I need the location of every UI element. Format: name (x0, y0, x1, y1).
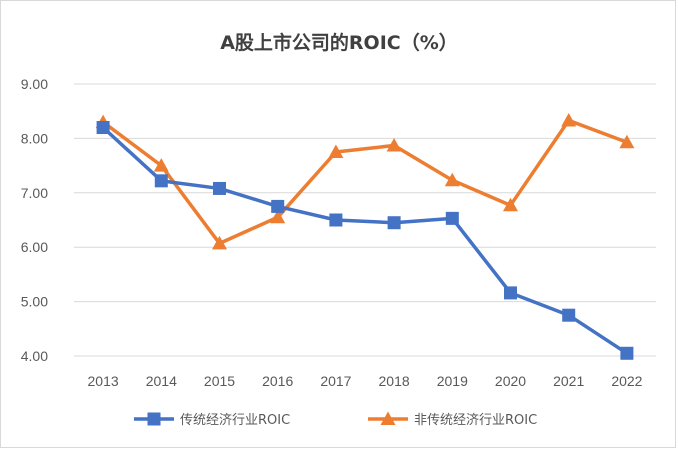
series-lines (101, 118, 628, 355)
x-tick-label: 2015 (204, 373, 235, 389)
data-point-1-3 (270, 209, 286, 224)
y-tick-label: 4.00 (21, 348, 48, 364)
series-line-1 (102, 118, 628, 246)
legend-marker-1 (380, 411, 396, 425)
x-tick-label: 2019 (437, 373, 468, 389)
data-point-1-1 (153, 158, 169, 172)
data-point-0-1 (154, 174, 168, 188)
data-point-0-4 (329, 213, 343, 227)
x-tick-label: 2017 (320, 373, 351, 389)
x-axis-tick-labels: 2013 2014 2015 2016 2017 2018 2019 2020 2021 2022 (88, 373, 643, 389)
data-point-1-9 (619, 134, 635, 149)
series-markers (95, 112, 635, 360)
data-point-0-8 (562, 308, 576, 322)
y-tick-label: 5.00 (21, 294, 48, 310)
legend: 传统经济行业ROIC 非传统经济行业ROIC (134, 411, 537, 428)
data-point-0-9 (620, 346, 634, 360)
data-point-0-3 (271, 199, 285, 213)
data-point-1-5 (386, 137, 402, 152)
x-tick-label: 2021 (553, 373, 584, 389)
data-point-1-8 (561, 112, 577, 127)
y-tick-label: 7.00 (21, 185, 48, 201)
x-tick-label: 2020 (495, 373, 526, 389)
x-tick-label: 2013 (88, 373, 119, 389)
x-tick-label: 2018 (379, 373, 410, 389)
data-point-1-7 (503, 197, 518, 212)
data-point-0-5 (387, 216, 401, 230)
data-point-0-7 (504, 286, 517, 300)
x-tick-label: 2014 (146, 373, 177, 389)
data-point-1-6 (444, 172, 460, 187)
gridlines (74, 83, 656, 357)
chart-title: A股上市公司的ROIC（%） (220, 31, 458, 54)
y-tick-label: 9.00 (21, 76, 48, 92)
data-point-0-2 (213, 181, 226, 195)
x-tick-label: 2016 (262, 373, 293, 389)
data-point-1-4 (328, 144, 344, 158)
legend-label-1: 非传统经济行业ROIC (414, 413, 537, 428)
x-tick-label: 2022 (611, 373, 642, 389)
series-line-0 (101, 126, 628, 355)
data-point-1-2 (212, 235, 227, 250)
y-tick-label: 6.00 (21, 239, 48, 255)
data-point-0-0 (96, 121, 110, 135)
legend-label-0: 传统经济行业ROIC (180, 413, 290, 428)
y-axis-tick-labels: 4.00 5.00 6.00 7.00 8.00 9.00 (21, 76, 48, 364)
y-tick-label: 8.00 (21, 130, 48, 146)
legend-marker-0 (147, 412, 161, 426)
data-point-0-6 (445, 211, 459, 225)
